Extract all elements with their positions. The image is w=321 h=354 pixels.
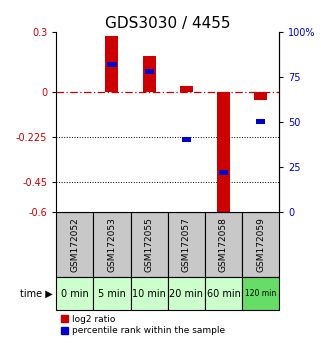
- Text: GSM172053: GSM172053: [108, 217, 117, 272]
- Bar: [217, 92, 230, 216]
- Text: GSM172059: GSM172059: [256, 217, 265, 272]
- Bar: [219, 170, 228, 175]
- Bar: [56, 212, 93, 278]
- Bar: [242, 278, 279, 310]
- Bar: [56, 278, 93, 310]
- Bar: [168, 212, 205, 278]
- Bar: [93, 278, 131, 310]
- Bar: [93, 212, 131, 278]
- Text: time ▶: time ▶: [21, 289, 53, 299]
- Bar: [182, 137, 191, 142]
- Bar: [131, 278, 168, 310]
- Bar: [254, 92, 267, 100]
- Text: 60 min: 60 min: [206, 289, 240, 299]
- Text: GSM172055: GSM172055: [145, 217, 154, 272]
- Title: GDS3030 / 4455: GDS3030 / 4455: [105, 16, 230, 31]
- Bar: [108, 62, 117, 67]
- Text: 120 min: 120 min: [245, 290, 276, 298]
- Text: GSM172052: GSM172052: [70, 217, 79, 272]
- Bar: [205, 212, 242, 278]
- Text: 0 min: 0 min: [61, 289, 89, 299]
- Bar: [242, 212, 279, 278]
- Bar: [256, 119, 265, 124]
- Text: 20 min: 20 min: [169, 289, 203, 299]
- Bar: [168, 278, 205, 310]
- Bar: [105, 36, 118, 92]
- Bar: [144, 69, 154, 74]
- Text: GSM172058: GSM172058: [219, 217, 228, 272]
- Bar: [131, 212, 168, 278]
- Bar: [205, 278, 242, 310]
- Bar: [180, 86, 193, 92]
- Text: 10 min: 10 min: [132, 289, 166, 299]
- Bar: [143, 56, 156, 92]
- Legend: log2 ratio, percentile rank within the sample: log2 ratio, percentile rank within the s…: [61, 315, 225, 335]
- Text: 5 min: 5 min: [98, 289, 126, 299]
- Text: GSM172057: GSM172057: [182, 217, 191, 272]
